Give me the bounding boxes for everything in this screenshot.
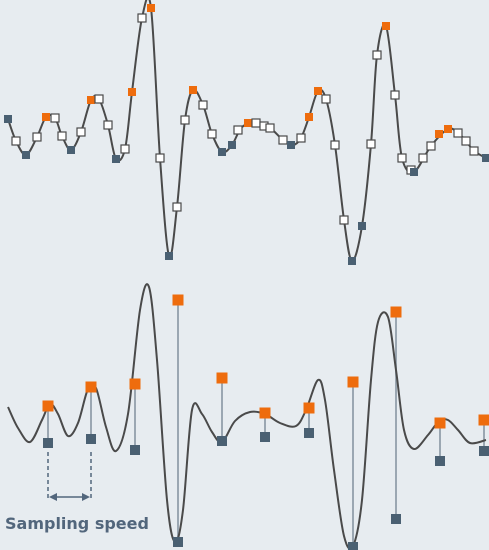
sample-marker [172,202,182,212]
trough-marker [22,151,30,159]
sample-marker [251,118,261,128]
sample-marker [207,129,217,139]
bottom-sample-stems [47,300,485,547]
bottom-sample-markers [42,294,489,550]
sample-marker [50,113,60,123]
trough-marker [358,222,366,230]
bottom-waveform [7,283,487,550]
peak-marker [87,96,95,104]
peak-sample-marker [85,381,97,393]
peak-sample-marker [172,294,184,306]
trough-marker [218,148,226,156]
sample-marker [11,136,21,146]
peak-marker [444,125,452,133]
sample-marker [372,50,382,60]
peak-sample-marker [259,407,271,419]
trough-marker [4,115,12,123]
sample-marker [339,215,349,225]
sparse-sampling-panel [7,283,489,550]
sample-marker [418,153,428,163]
sample-marker [330,140,340,150]
peak-marker [435,130,443,138]
peak-sample-marker [216,372,228,384]
trough-sample-marker [86,434,96,444]
peak-marker [147,4,155,12]
sample-marker [233,125,243,135]
peak-marker [305,113,313,121]
trough-sample-marker [304,428,314,438]
trough-marker [348,257,356,265]
peak-marker [128,88,136,96]
sample-marker [265,123,275,133]
sample-marker [390,90,400,100]
sample-marker [94,94,104,104]
trough-sample-marker [479,446,489,456]
trough-sample-marker [43,438,53,448]
trough-marker [287,141,295,149]
sample-marker [103,120,113,130]
peak-sample-marker [434,417,446,429]
peak-marker [244,119,252,127]
peak-sample-marker [129,378,141,390]
trough-marker [228,141,236,149]
trough-sample-marker [435,456,445,466]
sample-marker [469,146,479,156]
trough-sample-marker [217,436,227,446]
trough-marker [112,155,120,163]
trough-sample-marker [260,432,270,442]
peak-marker [42,113,50,121]
sample-marker [461,136,471,146]
sample-marker [120,144,130,154]
sample-marker [426,141,436,151]
sample-marker [366,139,376,149]
sample-marker [32,132,42,142]
dimension-arrow-left-icon [49,493,57,501]
peak-marker [189,86,197,94]
trough-marker [165,252,173,260]
sample-marker [137,13,147,23]
trough-marker [67,146,75,154]
peak-sample-marker [478,414,489,426]
sample-marker [57,131,67,141]
trough-sample-marker [391,514,401,524]
peak-sample-marker [390,306,402,318]
sample-marker [453,128,463,138]
peak-sample-marker [347,376,359,388]
trough-marker [410,168,418,176]
trough-marker [482,154,489,162]
trough-sample-marker [173,537,183,547]
peak-sample-marker [303,402,315,414]
peak-marker [382,22,390,30]
dense-sampling-panel [4,0,489,265]
sample-marker [155,153,165,163]
dimension-arrow-right-icon [82,493,90,501]
sample-marker [198,100,208,110]
peak-marker [314,87,322,95]
sample-marker [321,94,331,104]
trough-sample-marker [130,445,140,455]
sampling-interval-dimension [47,452,92,501]
trough-sample-marker [348,542,358,550]
sample-marker [76,127,86,137]
sample-marker [278,135,288,145]
peak-sample-marker [42,400,54,412]
sample-marker [397,153,407,163]
sample-marker [296,133,306,143]
sampling-speed-label: Sampling speed [5,514,149,533]
sample-marker [180,115,190,125]
top-sample-markers [4,4,489,265]
